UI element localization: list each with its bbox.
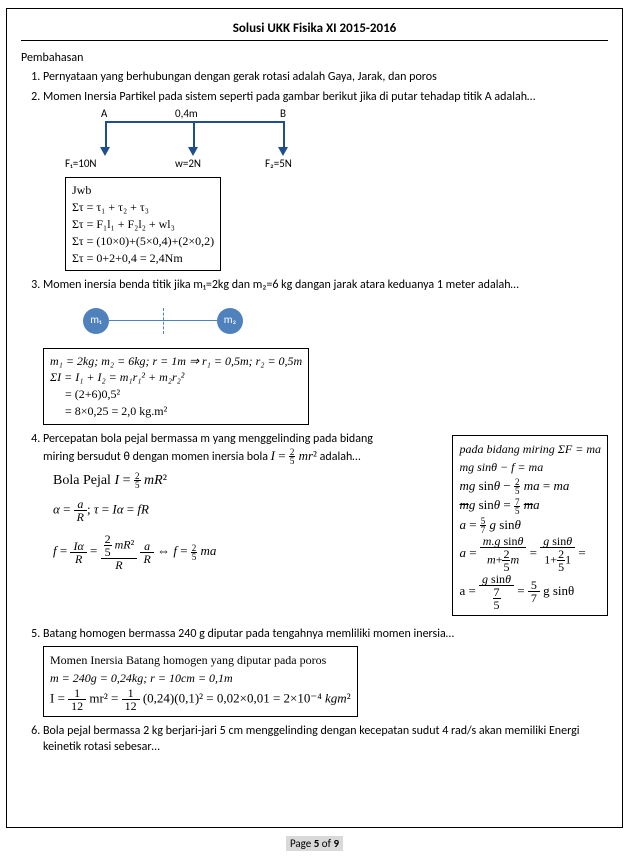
- label-A: A: [101, 107, 107, 122]
- label-mid: 0,4m: [175, 107, 198, 122]
- item-3-text: Momen inersia benda titik jika m₁=2kg da…: [43, 278, 519, 292]
- label-B: B: [280, 107, 286, 122]
- box3-l3: = (2+6)0,5²: [50, 386, 302, 403]
- label-F2: F₂=5N: [265, 157, 292, 172]
- item-2: Momen Inersia Partikel pada sistem seper…: [43, 89, 608, 271]
- box5-l2: I = 112 mr² = 112 (0,24)(0,1)² = 0,02×0,…: [50, 687, 351, 712]
- label-F1: F₁=10N: [65, 157, 97, 172]
- box4-l7: a = g sinθ75 = 57 g sinθ: [459, 573, 601, 611]
- item-6-text: Bola pejal bermassa 2 kg berjari-jari 5 …: [43, 724, 580, 754]
- item-4c: adalah…: [320, 450, 361, 464]
- eq-alpha: α = aR; τ = Iα = fR: [53, 498, 440, 523]
- mass-2: m₂: [217, 308, 243, 334]
- solution-box-2: Jwb Στ = τ₁ + τ₂ + τ₃ Στ = F₁l₁ + F₂l₂ +…: [65, 177, 221, 271]
- item-5: Batang homogen bermassa 240 g diputar pa…: [43, 626, 608, 717]
- mass-1: m₁: [83, 308, 109, 334]
- solution-box-3: m₁ = 2kg; m₂ = 6kg; r = 1m ⇒ r₁ = 0,5m; …: [43, 348, 309, 425]
- box2-l1: Στ = τ₁ + τ₂ + τ₃: [72, 199, 214, 216]
- item-3: Momen inersia benda titik jika m₁=2kg da…: [43, 277, 608, 424]
- box4-l3: mg sinθ − 25 ma = ma: [459, 476, 601, 496]
- box2-l4: Στ = 0+2+0,4 = 2,4Nm: [72, 250, 214, 267]
- box4-l4: mg sinθ = 75 ma: [459, 495, 601, 515]
- item-1: Pernyataan yang berhubungan dengan gerak…: [43, 69, 608, 85]
- box3-l2: ΣI = I₁ + I₂ = m₁r₁² + m₂r₂²: [50, 369, 302, 386]
- box4-l1: pada bidang miring ΣF = ma: [459, 440, 601, 458]
- box2-l3: Στ = (10×0)+(5×0,4)+(2×0,2): [72, 233, 214, 250]
- box4-l5: a = 57 g sinθ: [459, 515, 601, 535]
- page-title: Solusi UKK Fisika XI 2015-2016: [21, 21, 608, 41]
- item-4a: Percepatan bola pejal bermassa m yang me…: [43, 432, 373, 446]
- item-2-text: Momen Inersia Partikel pada sistem seper…: [43, 90, 535, 104]
- inertia-formula: I = 25 mr²: [271, 448, 317, 463]
- solution-box-5: Momen Inersia Batang homogen yang diputa…: [43, 646, 358, 717]
- footer-total: 9: [333, 837, 339, 850]
- item-6: Bola pejal bermassa 2 kg berjari-jari 5 …: [43, 723, 608, 755]
- box2-l2: Στ = F₁l₁ + F₂l₂ + wl₃: [72, 216, 214, 233]
- item-5-text: Batang homogen bermassa 240 g diputar pa…: [43, 627, 454, 641]
- bola-pejal-heading: Bola Pejal I = 25 mR²: [53, 472, 440, 491]
- item-4b: miring bersudut θ dengan momen inersia b…: [43, 450, 271, 464]
- side-box-4: pada bidang miring ΣF = ma mg sinθ − f =…: [452, 435, 608, 616]
- box4-l2: mg sinθ − f = ma: [459, 458, 601, 476]
- footer-page-label: Page: [290, 837, 314, 850]
- item-4: Percepatan bola pejal bermassa m yang me…: [43, 431, 608, 622]
- item-1-text: Pernyataan yang berhubungan dengan gerak…: [43, 70, 437, 84]
- page-footer: Page 5 of 9: [0, 832, 629, 857]
- box3-l4: = 8×0,25 = 2,0 kg.m²: [50, 403, 302, 420]
- diagram-2: A 0,4m B F₁=10N w=2N F₂=5N: [65, 111, 345, 173]
- problem-list: Pernyataan yang berhubungan dengan gerak…: [25, 69, 608, 755]
- box5-l1: m = 240g = 0,24kg; r = 10cm = 0,1m: [50, 669, 351, 687]
- document-page: Solusi UKK Fisika XI 2015-2016 Pembahasa…: [6, 8, 623, 828]
- box2-l0: Jwb: [72, 182, 214, 199]
- subheading: Pembahasan: [21, 51, 608, 65]
- label-w: w=2N: [175, 157, 201, 172]
- box3-l1: m₁ = 2kg; m₂ = 6kg; r = 1m ⇒ r₁ = 0,5m; …: [50, 353, 302, 370]
- diagram-3: m₁ m₂: [83, 302, 283, 342]
- footer-of: of: [319, 837, 333, 850]
- box4-l6: a = m.g sinθm+25m = g sinθ1+251 =: [459, 535, 601, 573]
- box5-title: Momen Inersia Batang homogen yang diputa…: [50, 651, 351, 669]
- eq-f: f = IαR = 25 mR²R aR ⇔ f = 25 ma: [53, 533, 440, 571]
